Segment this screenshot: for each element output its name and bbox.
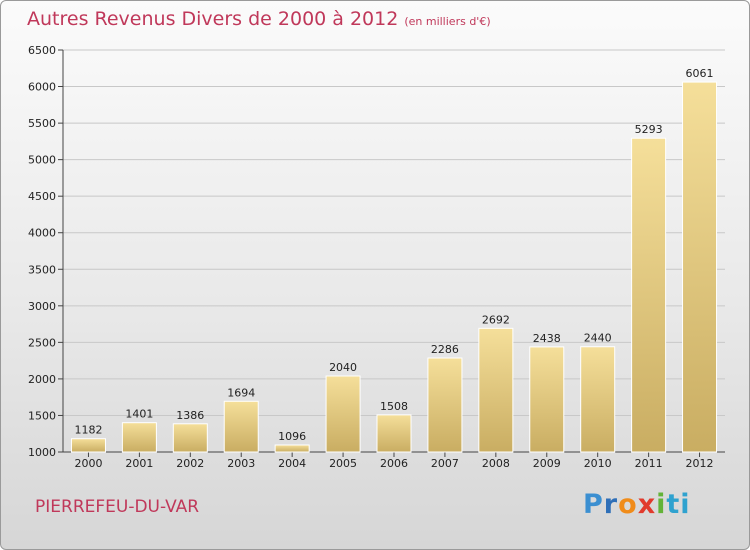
- value-label: 1386: [176, 409, 204, 422]
- x-tick-label: 2001: [125, 457, 153, 470]
- y-tick-label: 1500: [28, 409, 56, 422]
- y-tick-label: 4000: [28, 227, 56, 240]
- bars: [70, 81, 718, 453]
- y-tick-label: 2000: [28, 373, 56, 386]
- logo-letter: ti: [666, 489, 691, 520]
- bar: [172, 423, 208, 453]
- chart-title-block: Autres Revenus Divers de 2000 à 2012 (en …: [27, 8, 491, 30]
- value-label: 2040: [329, 361, 357, 374]
- x-tick-label: 2010: [584, 457, 612, 470]
- y-tick-labels: 1000 1500 2000 2500 3000 3500 4000 4500 5000 5500…: [28, 44, 56, 459]
- bar: [70, 438, 106, 453]
- proxiti-logo[interactable]: Proxiti: [583, 489, 691, 520]
- logo-letter: P: [583, 489, 604, 520]
- chart-subtitle: (en milliers d'€): [404, 15, 491, 28]
- location-label: PIERREFEU-DU-VAR: [35, 497, 200, 517]
- value-label: 1096: [278, 430, 306, 443]
- y-tick-label: 5500: [28, 117, 56, 130]
- value-label: 1694: [227, 386, 255, 399]
- y-tick-label: 6000: [28, 81, 56, 94]
- logo-letter: i: [656, 489, 667, 520]
- x-tick-label: 2002: [176, 457, 204, 470]
- y-tick-label: 5000: [28, 154, 56, 167]
- y-tick-label: 1000: [28, 446, 56, 459]
- value-label: 1401: [125, 408, 153, 421]
- bar: [274, 444, 310, 453]
- x-tick-label: 2009: [533, 457, 561, 470]
- value-labels: 1182 1401 1386 1694 1096 2040 1508 2286 2692 2438…: [74, 67, 713, 443]
- x-tick-label: 2011: [635, 457, 663, 470]
- bar: [580, 346, 616, 453]
- x-tick-label: 2000: [74, 457, 102, 470]
- plot-area: [63, 50, 725, 452]
- value-label: 2440: [584, 332, 612, 345]
- bar: [325, 375, 361, 453]
- y-tick-label: 6500: [28, 44, 56, 57]
- logo-letter: r: [603, 489, 619, 520]
- bar: [376, 414, 412, 453]
- value-label: 1508: [380, 400, 408, 413]
- x-tick-label: 2008: [482, 457, 510, 470]
- y-tick-label: 4500: [28, 190, 56, 203]
- y-tick-label: 3500: [28, 263, 56, 276]
- bar: [529, 346, 565, 453]
- y-tick-label: 3000: [28, 300, 56, 313]
- bar: [223, 400, 259, 453]
- y-tick-label: 2500: [28, 336, 56, 349]
- value-label: 6061: [686, 67, 714, 80]
- x-tick-label: 2003: [227, 457, 255, 470]
- logo-letter: x: [637, 489, 657, 520]
- x-tick-labels: 2000 2001 2002 2003 2004 2005 2006 2007 2008 2009…: [74, 457, 713, 470]
- x-tick-label: 2004: [278, 457, 306, 470]
- bar: [427, 357, 463, 453]
- bar: [682, 81, 718, 453]
- bar: [478, 327, 514, 453]
- chart-title: Autres Revenus Divers de 2000 à 2012: [27, 8, 399, 30]
- x-tick-label: 2012: [686, 457, 714, 470]
- bar: [121, 422, 157, 453]
- bar: [631, 137, 667, 453]
- x-tick-label: 2006: [380, 457, 408, 470]
- logo-letter: o: [618, 489, 638, 520]
- value-label: 2286: [431, 343, 459, 356]
- value-label: 5293: [635, 123, 663, 136]
- value-label: 2438: [533, 332, 561, 345]
- x-tick-label: 2005: [329, 457, 357, 470]
- x-tick-label: 2007: [431, 457, 459, 470]
- gridlines: [58, 49, 725, 453]
- value-label: 2692: [482, 313, 510, 326]
- value-label: 1182: [74, 424, 102, 437]
